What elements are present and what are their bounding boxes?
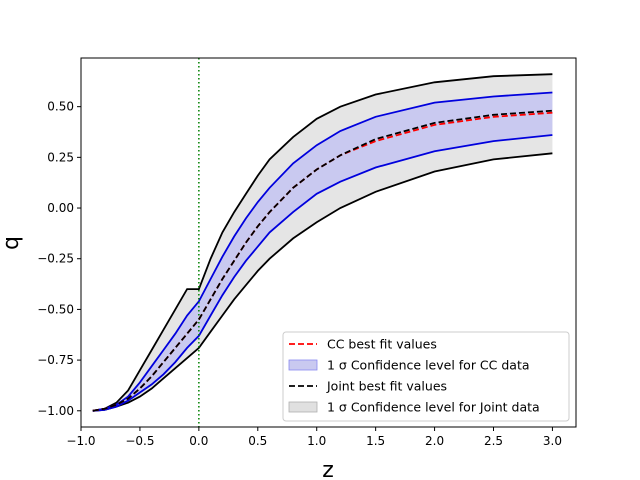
y-tick-label: −0.50 <box>37 302 74 316</box>
legend-box <box>282 331 570 422</box>
x-tick-label: 1.5 <box>366 434 385 448</box>
y-axis: −1.00 −0.75 −0.50 −0.25 0.00 0.25 0.50 <box>37 100 81 418</box>
x-tick-label: 2.0 <box>425 434 444 448</box>
x-tick-label: 0.5 <box>248 434 267 448</box>
legend-label: 1 σ Confidence level for Joint data <box>327 400 540 415</box>
y-tick-label: 0.25 <box>47 150 74 164</box>
legend-patch-swatch <box>288 359 318 371</box>
confidence-band-2 <box>92 92 553 411</box>
x-tick-label: 1.0 <box>307 434 326 448</box>
band-1-upper-edge <box>92 73 553 412</box>
axes-frame <box>80 57 577 428</box>
x-axis-label: z <box>322 458 334 480</box>
legend-patch-swatch <box>288 401 318 413</box>
x-tick-label: −0.5 <box>125 434 154 448</box>
y-tick-label: −0.75 <box>37 353 74 367</box>
x-tick-label: 2.5 <box>484 434 503 448</box>
x-tick-label: 0.0 <box>189 434 208 448</box>
legend-label: Joint best fit values <box>326 379 447 394</box>
band-1-lower-edge <box>92 152 553 412</box>
legend: CC best fit values 1 σ Confidence level f… <box>282 331 570 422</box>
y-tick-label: 0.00 <box>47 201 74 215</box>
band-2-upper-edge <box>92 91 553 412</box>
legend-label: CC best fit values <box>327 337 437 352</box>
legend-label: 1 σ Confidence level for CC data <box>327 358 530 373</box>
x-tick-label: 3.0 <box>543 434 562 448</box>
series-line-2 <box>92 109 553 412</box>
x-tick-label: −1.0 <box>66 434 95 448</box>
confidence-band-1 <box>92 74 553 411</box>
y-tick-label: 0.50 <box>47 100 74 114</box>
y-tick-label: −0.25 <box>37 252 74 266</box>
x-axis: −1.0 −0.5 0.0 0.5 1.0 1.5 2.0 2.5 3.0 <box>66 427 562 448</box>
plot-area <box>92 58 553 427</box>
y-tick-label: −1.00 <box>37 404 74 418</box>
band-2-lower-edge <box>92 134 553 412</box>
y-axis-label: q <box>0 236 24 250</box>
